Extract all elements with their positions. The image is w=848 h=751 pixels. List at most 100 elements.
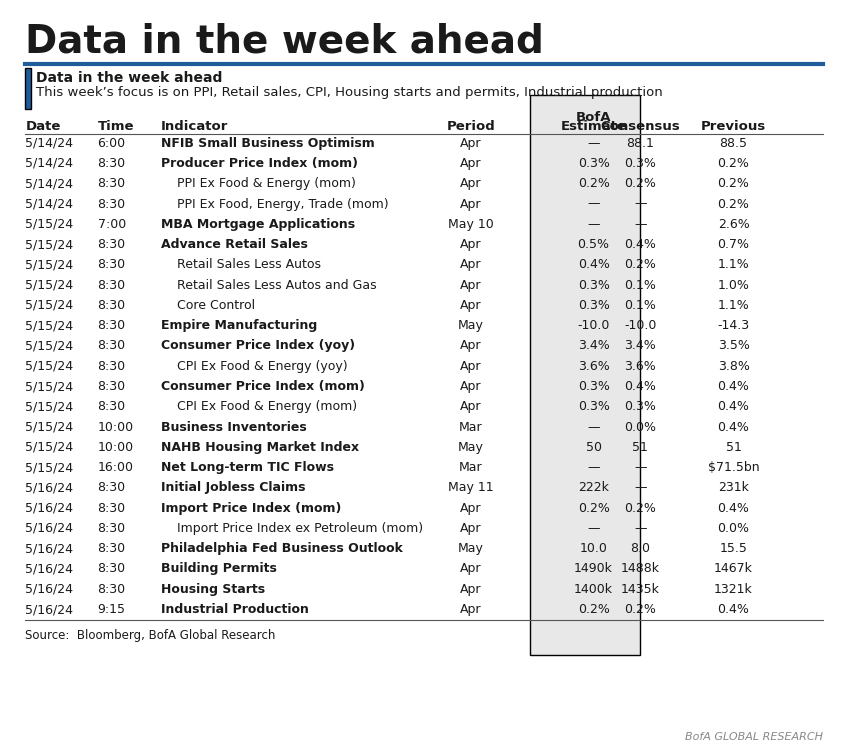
Text: Previous: Previous	[701, 120, 766, 133]
Text: Apr: Apr	[460, 258, 482, 271]
Text: 0.4%: 0.4%	[717, 421, 750, 433]
Text: 10:00: 10:00	[98, 441, 134, 454]
Text: Period: Period	[446, 120, 495, 133]
Text: $71.5bn: $71.5bn	[708, 461, 759, 474]
Text: 8:30: 8:30	[98, 502, 126, 514]
Text: —: —	[588, 461, 600, 474]
Text: 50: 50	[586, 441, 601, 454]
Text: Apr: Apr	[460, 279, 482, 291]
Text: 1.0%: 1.0%	[717, 279, 750, 291]
Text: 51: 51	[633, 441, 648, 454]
Text: -10.0: -10.0	[624, 319, 656, 332]
Text: 8:30: 8:30	[98, 380, 126, 393]
Text: May: May	[458, 441, 483, 454]
Text: 8:30: 8:30	[98, 542, 126, 555]
Text: 8:30: 8:30	[98, 522, 126, 535]
Text: BofA GLOBAL RESEARCH: BofA GLOBAL RESEARCH	[684, 732, 823, 742]
Text: Apr: Apr	[460, 339, 482, 352]
Text: 0.2%: 0.2%	[577, 177, 610, 190]
Text: 3.6%: 3.6%	[624, 360, 656, 372]
Text: 0.3%: 0.3%	[577, 279, 610, 291]
Text: 0.4%: 0.4%	[717, 502, 750, 514]
Text: 8:30: 8:30	[98, 319, 126, 332]
Text: Apr: Apr	[460, 400, 482, 413]
Text: CPI Ex Food & Energy (mom): CPI Ex Food & Energy (mom)	[161, 400, 357, 413]
Text: Import Price Index (mom): Import Price Index (mom)	[161, 502, 342, 514]
Text: 5/15/24: 5/15/24	[25, 461, 74, 474]
Text: BofA: BofA	[576, 111, 611, 124]
Text: 88.1: 88.1	[627, 137, 654, 149]
Text: 5/16/24: 5/16/24	[25, 481, 74, 494]
Text: 0.3%: 0.3%	[577, 157, 610, 170]
Text: Apr: Apr	[460, 380, 482, 393]
Text: 0.4%: 0.4%	[717, 603, 750, 616]
Text: 5/15/24: 5/15/24	[25, 319, 74, 332]
Text: Consensus: Consensus	[600, 120, 680, 133]
Text: —: —	[588, 522, 600, 535]
Text: 0.3%: 0.3%	[624, 157, 656, 170]
Text: —: —	[588, 218, 600, 231]
Text: Apr: Apr	[460, 137, 482, 149]
Text: 8:30: 8:30	[98, 198, 126, 210]
Text: Net Long-term TIC Flows: Net Long-term TIC Flows	[161, 461, 334, 474]
Text: 8:30: 8:30	[98, 360, 126, 372]
Text: 16:00: 16:00	[98, 461, 133, 474]
Text: 5/15/24: 5/15/24	[25, 238, 74, 251]
Text: 1400k: 1400k	[574, 583, 613, 596]
Text: Industrial Production: Industrial Production	[161, 603, 309, 616]
Text: 0.4%: 0.4%	[624, 238, 656, 251]
Text: 9:15: 9:15	[98, 603, 126, 616]
Text: —: —	[588, 137, 600, 149]
Text: Retail Sales Less Autos and Gas: Retail Sales Less Autos and Gas	[161, 279, 377, 291]
Text: Mar: Mar	[459, 461, 483, 474]
Text: 0.3%: 0.3%	[577, 380, 610, 393]
Text: 1488k: 1488k	[621, 562, 660, 575]
Text: 51: 51	[726, 441, 741, 454]
Text: 5/14/24: 5/14/24	[25, 177, 74, 190]
Text: 5/15/24: 5/15/24	[25, 279, 74, 291]
Text: Apr: Apr	[460, 299, 482, 312]
Text: —: —	[634, 522, 646, 535]
Text: Consumer Price Index (mom): Consumer Price Index (mom)	[161, 380, 365, 393]
Text: 1490k: 1490k	[574, 562, 613, 575]
Text: —: —	[588, 421, 600, 433]
Text: Time: Time	[98, 120, 134, 133]
Text: 8:30: 8:30	[98, 562, 126, 575]
Text: 3.8%: 3.8%	[717, 360, 750, 372]
Text: MBA Mortgage Applications: MBA Mortgage Applications	[161, 218, 355, 231]
Text: Initial Jobless Claims: Initial Jobless Claims	[161, 481, 305, 494]
Text: 8:30: 8:30	[98, 238, 126, 251]
Text: 5/15/24: 5/15/24	[25, 339, 74, 352]
Text: Indicator: Indicator	[161, 120, 228, 133]
Text: 0.7%: 0.7%	[717, 238, 750, 251]
Text: 0.4%: 0.4%	[624, 380, 656, 393]
Text: May: May	[458, 542, 483, 555]
Text: Apr: Apr	[460, 562, 482, 575]
Text: 8:30: 8:30	[98, 583, 126, 596]
Text: -10.0: -10.0	[577, 319, 610, 332]
Text: 8:30: 8:30	[98, 400, 126, 413]
Text: Mar: Mar	[459, 421, 483, 433]
Text: Data in the week ahead: Data in the week ahead	[36, 71, 222, 86]
Text: Apr: Apr	[460, 522, 482, 535]
Text: 0.2%: 0.2%	[717, 198, 750, 210]
Text: 88.5: 88.5	[719, 137, 748, 149]
Text: 10.0: 10.0	[580, 542, 607, 555]
Text: 222k: 222k	[578, 481, 609, 494]
Text: 3.4%: 3.4%	[624, 339, 656, 352]
Text: —: —	[634, 481, 646, 494]
Text: —: —	[634, 218, 646, 231]
Text: Apr: Apr	[460, 238, 482, 251]
Text: 0.2%: 0.2%	[624, 177, 656, 190]
Text: May 10: May 10	[448, 218, 494, 231]
Text: 0.1%: 0.1%	[624, 299, 656, 312]
Text: Housing Starts: Housing Starts	[161, 583, 265, 596]
Text: —: —	[588, 198, 600, 210]
Text: 0.4%: 0.4%	[717, 380, 750, 393]
Text: 2.6%: 2.6%	[717, 218, 750, 231]
Text: 231k: 231k	[718, 481, 749, 494]
Text: 0.0%: 0.0%	[624, 421, 656, 433]
Text: 5/14/24: 5/14/24	[25, 157, 74, 170]
Text: 0.2%: 0.2%	[717, 157, 750, 170]
Text: 5/15/24: 5/15/24	[25, 441, 74, 454]
